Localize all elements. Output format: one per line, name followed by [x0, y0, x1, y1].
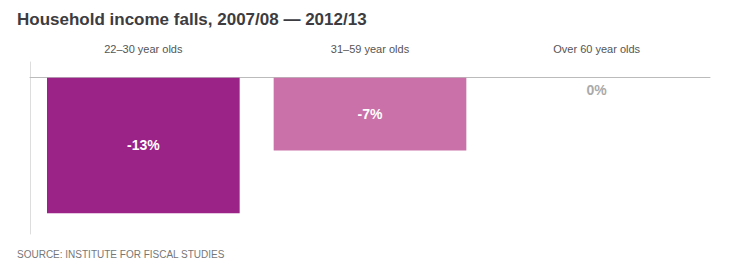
svg-text:Household income falls, 2007/0: Household income falls, 2007/08 — 2012/1…	[17, 10, 367, 29]
svg-text:Over 60 year olds: Over 60 year olds	[553, 43, 640, 55]
svg-text:-7%: -7%	[358, 106, 383, 122]
svg-text:SOURCE: INSTITUTE FOR FISCAL S: SOURCE: INSTITUTE FOR FISCAL STUDIES	[17, 249, 225, 260]
svg-text:31–59 year olds: 31–59 year olds	[331, 43, 410, 55]
svg-text:0%: 0%	[587, 82, 608, 98]
svg-text:22–30 year olds: 22–30 year olds	[104, 43, 183, 55]
svg-text:-13%: -13%	[127, 137, 160, 153]
